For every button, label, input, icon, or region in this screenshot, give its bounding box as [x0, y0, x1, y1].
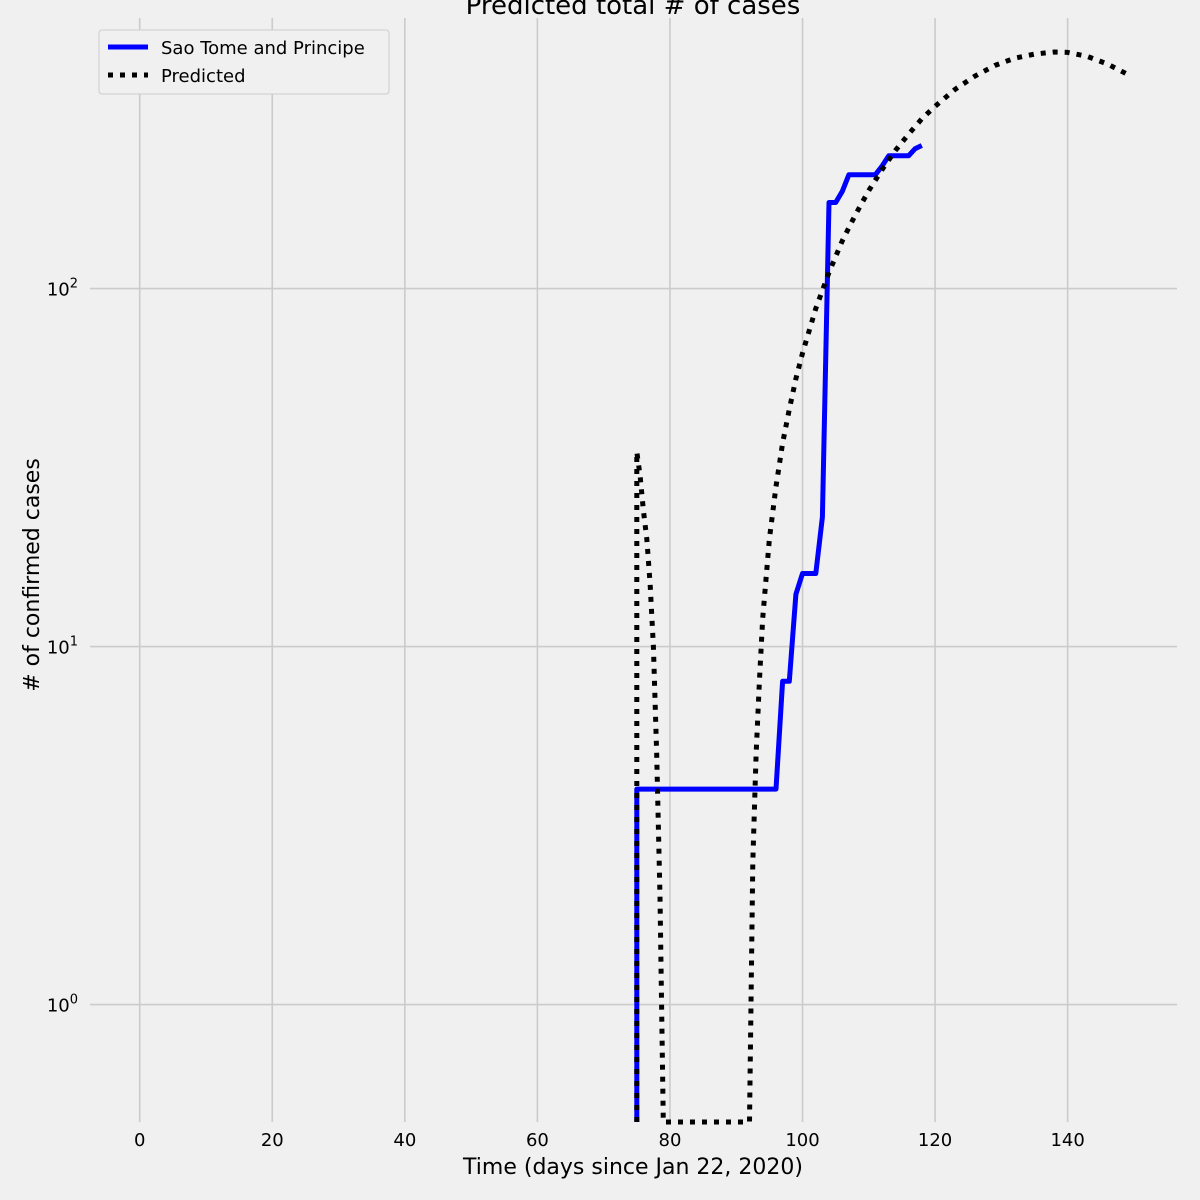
y-axis-label: # of confirmed cases — [20, 458, 45, 692]
tick-labels: 0 20 40 60 80 100 120 140 100 101 102 — [47, 277, 1085, 1151]
x-tick-label: 40 — [393, 1130, 416, 1151]
y-tick-label: 102 — [47, 277, 78, 301]
y-tick-label: 100 — [47, 993, 78, 1017]
legend-label-series-2: Predicted — [161, 66, 246, 87]
x-tick-label: 20 — [261, 1130, 284, 1151]
legend: Sao Tome and Principe Predicted — [98, 29, 390, 95]
x-tick-label: 100 — [785, 1130, 819, 1151]
x-axis-label: Time (days since Jan 22, 2020) — [462, 1155, 803, 1180]
series-line-1 — [634, 143, 923, 1122]
series-line-2 — [634, 49, 1129, 1125]
grid — [90, 18, 1177, 1122]
x-tick-label: 60 — [526, 1130, 549, 1151]
legend-label-series-1: Sao Tome and Principe — [161, 38, 365, 59]
chart-title: Predicted total # of cases — [466, 0, 801, 21]
x-tick-label: 80 — [659, 1130, 682, 1151]
legend-box — [98, 29, 390, 95]
y-tick-label: 101 — [47, 635, 78, 659]
x-tick-label: 140 — [1050, 1130, 1084, 1151]
x-tick-label: 0 — [134, 1130, 145, 1151]
series-layer — [634, 49, 1129, 1125]
x-tick-label: 120 — [918, 1130, 952, 1151]
